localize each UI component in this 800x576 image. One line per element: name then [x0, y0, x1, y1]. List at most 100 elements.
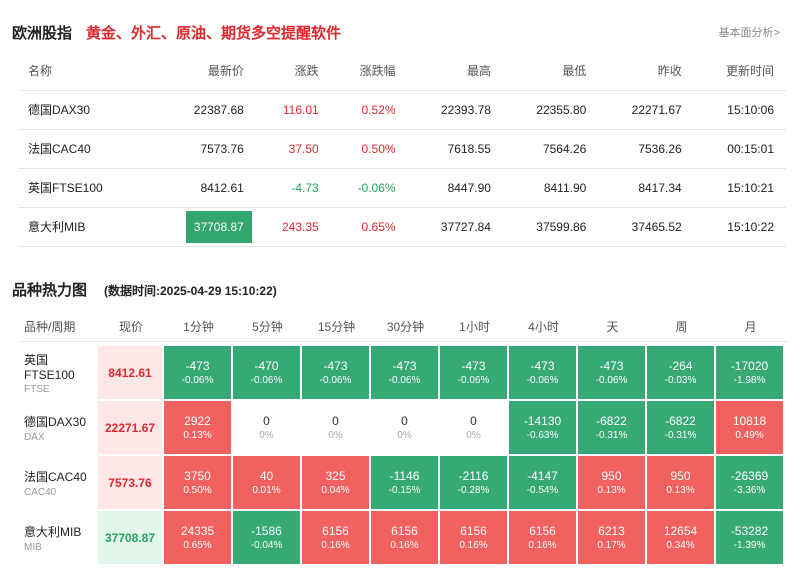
- heatmap-cell[interactable]: -1146 -0.15%: [371, 456, 438, 509]
- cell-value: -14130: [523, 414, 562, 428]
- heatmap-cell[interactable]: 0 0%: [233, 401, 300, 454]
- heatmap-cell[interactable]: -1586 -0.04%: [233, 511, 300, 564]
- heatmap-row: 德国DAX30 DAX 22271.67 2922 0.13% 0 0% 0 0% 0 0% 0 0% -…: [18, 401, 788, 454]
- cell-value: -6822: [665, 414, 696, 428]
- heatmap-cell[interactable]: -14130 -0.63%: [509, 401, 576, 454]
- instrument-name[interactable]: 意大利MIB MIB: [18, 511, 98, 564]
- heatmap-column-header: 15分钟: [317, 320, 356, 334]
- heatmap-timestamp: (数据时间:2025-04-29 15:10:22): [104, 284, 277, 298]
- fundamental-analysis-link[interactable]: 基本面分析>: [718, 27, 780, 39]
- heatmap-header: 品种/周期 现价 1分钟 5分钟 15分钟 30分钟 1小时 4小时 天 周 月: [18, 312, 788, 342]
- quote-row[interactable]: 意大利MIB 37708.87 243.35 0.65% 37727.84 37599.8…: [18, 207, 786, 247]
- cell-value: -26369: [730, 469, 769, 483]
- heatmap-cell[interactable]: -6822 -0.31%: [647, 401, 714, 454]
- cell-last: 37708.87: [148, 207, 256, 247]
- instrument-name[interactable]: 英国FTSE100 FTSE: [18, 346, 98, 399]
- heatmap-cell[interactable]: -473 -0.06%: [302, 346, 369, 399]
- cell-percent: -0.04%: [250, 540, 283, 551]
- cell-percent: 0.13%: [597, 485, 626, 496]
- quote-row[interactable]: 法国CAC40 7573.76 37.50 0.50% 7618.55 7564.26 75…: [18, 129, 786, 169]
- instrument-name[interactable]: 德国DAX30 DAX: [18, 401, 98, 454]
- heatmap-cell[interactable]: 40 0.01%: [233, 456, 300, 509]
- heatmap-cell[interactable]: 950 0.13%: [578, 456, 645, 509]
- heatmap-cell[interactable]: 6156 0.16%: [509, 511, 576, 564]
- heatmap-cell[interactable]: 10818 0.49%: [716, 401, 783, 454]
- cell-percent: 0.13%: [183, 430, 212, 441]
- heatmap-cell[interactable]: -26369 -3.36%: [716, 456, 783, 509]
- heatmap-cell[interactable]: -473 -0.06%: [164, 346, 231, 399]
- cell-name[interactable]: 英国FTSE100: [18, 168, 149, 208]
- instrument-name[interactable]: 法国CAC40 CAC40: [18, 456, 98, 509]
- heatmap-cell[interactable]: -473 -0.06%: [578, 346, 645, 399]
- heatmap-cell[interactable]: 12654 0.34%: [647, 511, 714, 564]
- heatmap-cell[interactable]: 2922 0.13%: [164, 401, 231, 454]
- heatmap-cell[interactable]: 6156 0.16%: [440, 511, 507, 564]
- cell-percent: 0.50%: [183, 485, 212, 496]
- heatmap-cell[interactable]: -6822 -0.31%: [578, 401, 645, 454]
- heatmap-cell[interactable]: -264 -0.03%: [647, 346, 714, 399]
- heatmap-cell[interactable]: -473 -0.06%: [509, 346, 576, 399]
- cell-name[interactable]: 德国DAX30: [18, 90, 149, 130]
- cell-high: 7618.55: [407, 129, 503, 169]
- heatmap-column-header: 天: [606, 320, 619, 334]
- instrument-code: DAX: [24, 431, 45, 443]
- cell-percent: 0.16%: [528, 540, 557, 551]
- cell-name[interactable]: 法国CAC40: [18, 129, 149, 169]
- instrument-code: MIB: [24, 541, 42, 553]
- cell-last: 8412.61: [148, 168, 256, 208]
- cell-high: 22393.78: [407, 90, 503, 130]
- cell-value: 2922: [184, 414, 211, 428]
- cell-percent: 0%: [397, 430, 412, 441]
- heatmap-column-header: 周: [675, 320, 688, 334]
- heatmap-cell[interactable]: -473 -0.06%: [371, 346, 438, 399]
- heatmap-grid: 英国FTSE100 FTSE 8412.61 -473 -0.06% -470 -0.06%…: [18, 346, 788, 566]
- heatmap-column-header: 品种/周期: [24, 320, 76, 334]
- cell-value: -473: [461, 359, 486, 373]
- cell-value: 10818: [732, 414, 767, 428]
- promo-link[interactable]: 黄金、外汇、原油、期货多空提醒软件: [86, 25, 342, 42]
- heatmap-cell[interactable]: -2116 -0.28%: [440, 456, 507, 509]
- cell-value: -473: [185, 359, 210, 373]
- heatmap-column-header: 5分钟: [252, 320, 283, 334]
- cell-last: 22387.68: [148, 90, 256, 130]
- cell-percent: 0.49%: [735, 430, 764, 441]
- column-header: 涨跌幅: [330, 52, 408, 91]
- heatmap-cell[interactable]: 325 0.04%: [302, 456, 369, 509]
- cell-change: 116.01: [255, 90, 331, 130]
- heatmap-column-header: 现价: [118, 320, 143, 334]
- instrument-code: FTSE: [24, 383, 50, 395]
- heatmap-cell[interactable]: -470 -0.06%: [233, 346, 300, 399]
- last-price-highlight: 37708.87: [185, 210, 252, 243]
- cell-percent: 0.04%: [321, 485, 350, 496]
- cell-percent: 0.34%: [666, 540, 695, 551]
- heatmap-cell[interactable]: 950 0.13%: [647, 456, 714, 509]
- heatmap-cell[interactable]: -473 -0.06%: [440, 346, 507, 399]
- cell-value: -2116: [458, 469, 489, 483]
- quote-row[interactable]: 德国DAX30 22387.68 116.01 0.52% 22393.78 22355.…: [18, 90, 786, 130]
- heatmap-cell[interactable]: 6213 0.17%: [578, 511, 645, 564]
- heatmap-cell[interactable]: -53282 -1.39%: [716, 511, 783, 564]
- heatmap-cell[interactable]: 0 0%: [371, 401, 438, 454]
- heatmap-cell[interactable]: 0 0%: [440, 401, 507, 454]
- heatmap-cell[interactable]: 6156 0.16%: [371, 511, 438, 564]
- heatmap-cell[interactable]: 3750 0.50%: [164, 456, 231, 509]
- heatmap-cell[interactable]: -17020 -1.98%: [716, 346, 783, 399]
- cell-value: -1146: [389, 469, 420, 483]
- heatmap-column-header: 4小时: [528, 320, 559, 334]
- cell-value: -473: [323, 359, 348, 373]
- cell-value: -473: [599, 359, 624, 373]
- cell-value: -17020: [730, 359, 769, 373]
- cell-pct: 0.52%: [330, 90, 408, 130]
- cell-percent: 0.16%: [459, 540, 488, 551]
- heatmap-cell[interactable]: -4147 -0.54%: [509, 456, 576, 509]
- cell-value: 40: [259, 469, 274, 483]
- current-price: 37708.87: [98, 511, 162, 564]
- quote-row[interactable]: 英国FTSE100 8412.61 -4.73 -0.06% 8447.90 8411.9…: [18, 168, 786, 208]
- instrument-label: 法国CAC40: [24, 469, 87, 484]
- cell-value: 0: [263, 414, 270, 428]
- cell-name[interactable]: 意大利MIB: [18, 207, 149, 247]
- heatmap-cell[interactable]: 0 0%: [302, 401, 369, 454]
- cell-value: -53282: [730, 524, 769, 538]
- heatmap-cell[interactable]: 6156 0.16%: [302, 511, 369, 564]
- heatmap-cell[interactable]: 24335 0.65%: [164, 511, 231, 564]
